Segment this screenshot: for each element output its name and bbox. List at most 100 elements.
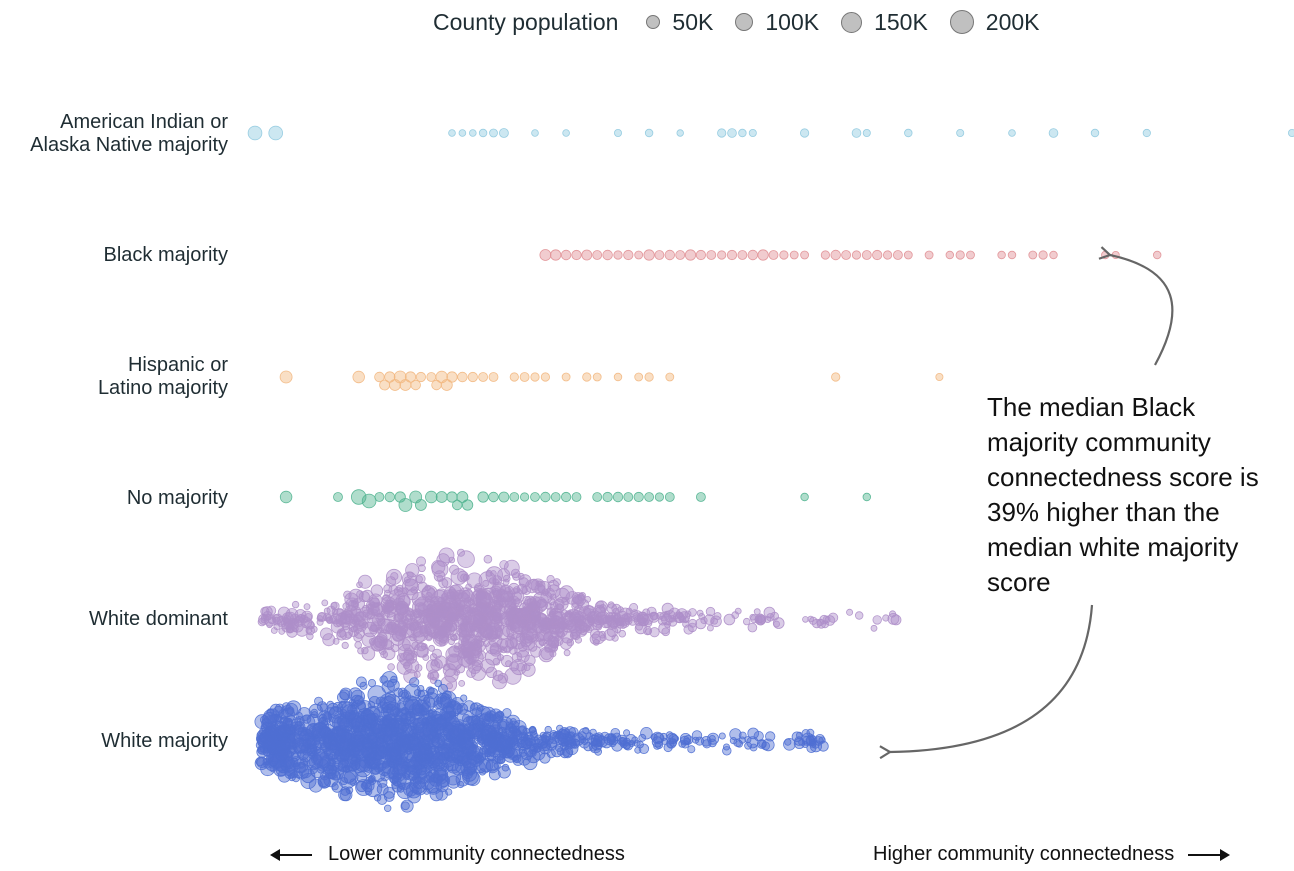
white-dominant-dot	[411, 592, 427, 607]
white-dominant-dot	[270, 627, 278, 634]
white-dominant-dot	[422, 599, 437, 614]
white-majority-dot	[296, 739, 304, 747]
white-majority-dot	[468, 724, 482, 738]
white-dominant-dot	[449, 564, 460, 575]
white-dominant-dot	[461, 615, 471, 625]
row-label-line: No majority	[126, 487, 228, 509]
white-dominant-dot	[624, 617, 633, 625]
white-dominant-dot	[383, 584, 393, 594]
white-dominant-dot	[467, 608, 476, 617]
black-majority-dot	[966, 250, 975, 260]
white-dominant-dot	[695, 618, 707, 630]
no-majority-dot	[633, 491, 644, 503]
arrow-left-icon	[270, 848, 312, 861]
white-majority-dot	[636, 740, 644, 749]
white-majority-dot	[326, 702, 339, 715]
white-dominant-dot	[278, 628, 286, 635]
white-dominant-dot	[434, 626, 448, 640]
white-dominant-dot	[458, 634, 476, 652]
white-majority-dot	[469, 702, 483, 716]
hispanic-or-latino-majority-dot	[519, 372, 530, 382]
american-indian-or-alaska-native-majority-dot	[1090, 128, 1100, 138]
white-majority-dot	[443, 722, 453, 732]
white-dominant-dot	[385, 568, 402, 585]
american-indian-or-alaska-native-majority-dot	[1008, 129, 1016, 137]
white-dominant-dot	[410, 586, 418, 594]
white-dominant-dot	[419, 614, 429, 624]
black-majority-dot	[602, 249, 613, 261]
white-majority-dot	[331, 726, 350, 745]
no-majority-dot	[602, 491, 613, 503]
white-dominant-dot	[369, 597, 381, 609]
white-majority-dot	[345, 765, 353, 773]
hispanic-or-latino-majority-dot	[540, 372, 551, 382]
white-majority-dot	[456, 709, 474, 726]
white-dominant-dot	[457, 570, 469, 583]
white-dominant-dot	[646, 606, 657, 617]
hispanic-or-latino-majority-dot	[613, 372, 623, 382]
row-label-line: White dominant	[89, 608, 228, 630]
white-dominant-dot	[572, 611, 587, 626]
hispanic-or-latino-majority-dot	[478, 372, 489, 382]
white-majority-dot	[426, 687, 439, 700]
white-majority-dot	[681, 740, 690, 749]
white-majority-dot	[390, 731, 399, 740]
black-majority-dot	[882, 250, 893, 260]
legend-label-50k: 50K	[672, 8, 714, 35]
legend-label-100k: 100K	[765, 8, 820, 35]
white-majority-dot	[571, 732, 585, 746]
white-dominant-dot	[827, 612, 839, 623]
american-indian-or-alaska-native-majority-dot	[268, 125, 284, 141]
row-label-hispanic: Hispanic or Latino majority	[98, 354, 228, 400]
no-majority-dot	[519, 492, 530, 502]
hispanic-or-latino-majority-dot	[530, 372, 540, 382]
white-dominant-dot	[589, 633, 601, 645]
white-dominant-dot	[492, 670, 504, 682]
white-dominant-dot	[343, 590, 352, 599]
hispanic-or-latino-majority-dot	[384, 371, 396, 383]
white-majority-dot	[512, 754, 524, 766]
hispanic-or-latino-majority-dot	[644, 372, 654, 382]
white-dominant-dot	[630, 610, 643, 623]
american-indian-or-alaska-native-majority-dot	[247, 125, 263, 141]
white-dominant-dot	[446, 591, 457, 602]
axis-lower-label: Lower community connectedness	[270, 843, 625, 866]
white-majority-dot	[482, 737, 499, 753]
black-majority-dot	[747, 249, 759, 261]
white-majority-dot	[409, 708, 428, 727]
white-dominant-dot	[368, 624, 379, 635]
white-dominant-dot	[296, 614, 306, 624]
white-dominant-dot	[433, 625, 450, 642]
white-dominant-dot	[710, 615, 722, 628]
white-dominant-dot	[303, 603, 311, 610]
white-dominant-dot	[416, 621, 424, 629]
white-dominant-dot	[772, 617, 785, 629]
white-majority-dot	[560, 741, 570, 751]
white-dominant-dot	[664, 610, 677, 623]
no-majority-dot	[456, 491, 469, 503]
white-majority-dot	[460, 694, 468, 702]
white-dominant-dot	[453, 614, 467, 628]
white-dominant-dot	[458, 680, 466, 687]
white-majority-dot	[366, 712, 377, 724]
white-dominant-dot	[316, 618, 324, 626]
white-dominant-dot	[563, 649, 571, 657]
white-dominant-dot	[417, 581, 429, 593]
white-dominant-dot	[570, 624, 582, 637]
white-dominant-dot	[294, 609, 307, 621]
legend-item-200k: 200K	[949, 9, 1040, 36]
white-dominant-dot	[635, 622, 643, 631]
white-dominant-dot	[436, 553, 451, 567]
black-majority-dot	[571, 249, 582, 261]
white-dominant-dot	[700, 616, 708, 625]
hispanic-or-latino-majority-dot	[457, 371, 468, 383]
white-dominant-dot	[521, 606, 530, 615]
white-majority-dot	[289, 724, 297, 732]
white-majority-dot	[384, 804, 392, 812]
white-majority-dot	[422, 696, 431, 704]
black-majority-dot	[955, 250, 965, 260]
white-dominant-dot	[425, 659, 440, 674]
white-dominant-dot	[747, 622, 758, 633]
american-indian-or-alaska-native-majority-dot	[458, 129, 467, 137]
